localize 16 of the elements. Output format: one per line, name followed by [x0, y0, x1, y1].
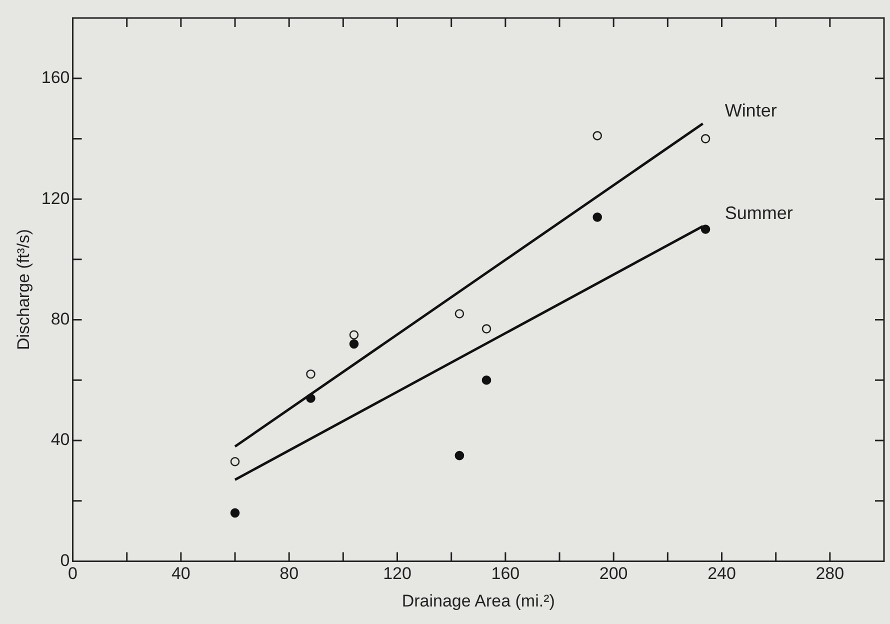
x-tick-label: 160: [491, 564, 520, 584]
x-tick-label: 120: [383, 564, 412, 584]
y-tick-label: 0: [60, 550, 70, 570]
y-tick-label: 80: [50, 309, 70, 328]
x-axis-title: Drainage Area (mi.²): [402, 591, 555, 610]
series-label: Winter: [724, 100, 777, 121]
series-label: Summer: [724, 203, 793, 224]
y-tick-label: 40: [50, 430, 70, 450]
x-tick-label: 40: [171, 564, 190, 584]
x-tick-label: 80: [280, 564, 299, 584]
y-tick-label: 160: [41, 68, 70, 88]
x-tick-label: 200: [599, 564, 628, 584]
y-axis-title: Discharge (ft³/s): [14, 229, 33, 350]
x-tick-label: 240: [708, 564, 736, 584]
x-tick-label: 280: [816, 564, 844, 584]
y-tick-label: 120: [41, 188, 70, 208]
